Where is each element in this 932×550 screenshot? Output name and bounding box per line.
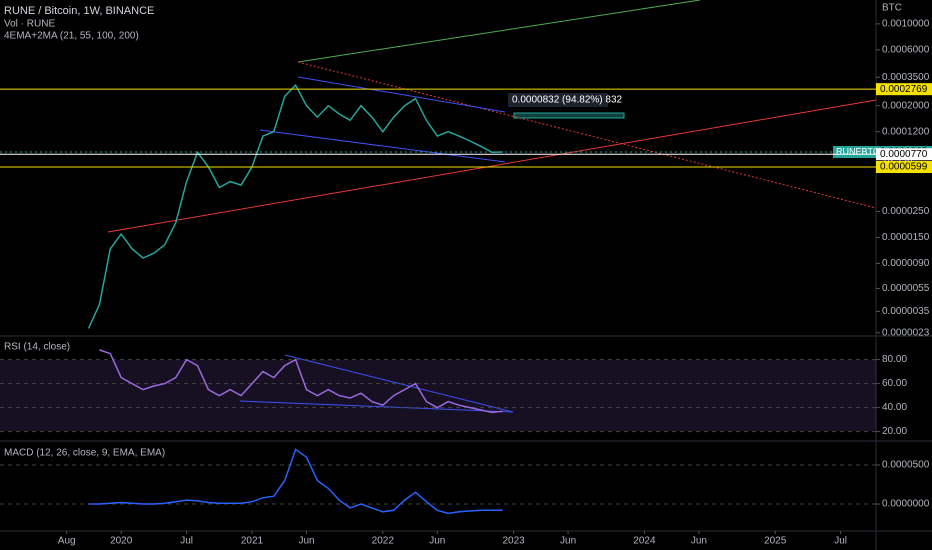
series-line <box>88 448 503 515</box>
symbol-title: RUNE / Bitcoin, 1W, BINANCE <box>4 5 154 17</box>
y-tick-label: 0.0000250 <box>882 206 930 217</box>
x-tick-label: Jun <box>560 536 576 547</box>
x-tick-label: Jul <box>180 536 193 547</box>
trend-line <box>107 99 877 233</box>
x-tick-label: 2024 <box>633 536 656 547</box>
x-tick-label: Aug <box>58 536 76 547</box>
y-tick-label: 0.0003500 <box>882 72 930 83</box>
price-label: 0.0000599 <box>880 162 928 173</box>
measure-label: 0.0000832 (94.82%) 832 <box>512 95 623 106</box>
trend-line <box>297 61 877 209</box>
y-tick-label: 0.0006000 <box>882 45 930 56</box>
measure-range <box>513 112 625 119</box>
axis-unit: BTC <box>882 3 902 14</box>
y-tick-label: 0.0000000 <box>882 499 930 510</box>
channel-line <box>259 129 506 163</box>
y-tick-label: 20.00 <box>882 426 907 437</box>
x-tick-label: Jul <box>834 536 847 547</box>
x-tick-label: Jun <box>429 536 445 547</box>
y-tick-label: 80.00 <box>882 354 907 365</box>
x-tick-label: 2022 <box>372 536 395 547</box>
y-tick-label: 0.0002000 <box>882 100 930 111</box>
y-tick-label: 0.0000090 <box>882 258 930 269</box>
rsi-title: RSI (14, close) <box>4 342 70 353</box>
x-tick-label: 2023 <box>502 536 525 547</box>
series-line <box>99 349 503 414</box>
x-tick-label: 2020 <box>110 536 133 547</box>
macd-title: MACD (12, 26, close, 9, EMA, EMA) <box>4 448 165 459</box>
price-label: 0.0000770 <box>880 149 928 160</box>
rsi-trend <box>239 400 514 413</box>
symbol-label: RUNEBTC <box>836 146 880 156</box>
y-tick-label: 0.0000055 <box>882 283 930 294</box>
y-tick-label: 60.00 <box>882 378 907 389</box>
y-tick-label: 0.0010000 <box>882 19 930 30</box>
y-tick-label: 0.0000035 <box>882 306 930 317</box>
y-tick-label: 0.0000500 <box>882 460 930 471</box>
price-label: 0.0002769 <box>880 84 928 95</box>
x-tick-label: 2021 <box>241 536 264 547</box>
y-tick-label: 40.00 <box>882 402 907 413</box>
indicator-label: 4EMA+2MA (21, 55, 100, 200) <box>4 31 139 42</box>
volume-label: Vol · RUNE <box>4 19 55 30</box>
price-badge <box>876 83 932 96</box>
trend-line <box>297 0 701 63</box>
y-tick-label: 0.0000150 <box>882 232 930 243</box>
channel-line <box>297 76 506 113</box>
series-line <box>87 83 503 329</box>
symbol-badge <box>833 145 876 158</box>
x-tick-label: Jun <box>298 536 314 547</box>
rsi-trend <box>284 354 514 413</box>
y-tick-label: 0.0000023 <box>882 327 930 338</box>
measure-box <box>508 93 608 107</box>
x-tick-label: 2025 <box>764 536 787 547</box>
x-tick-label: Jun <box>691 536 707 547</box>
price-badge <box>876 161 932 174</box>
y-tick-label: 0.0001200 <box>882 126 930 137</box>
rsi-band <box>0 360 876 431</box>
price-badge <box>876 148 932 161</box>
